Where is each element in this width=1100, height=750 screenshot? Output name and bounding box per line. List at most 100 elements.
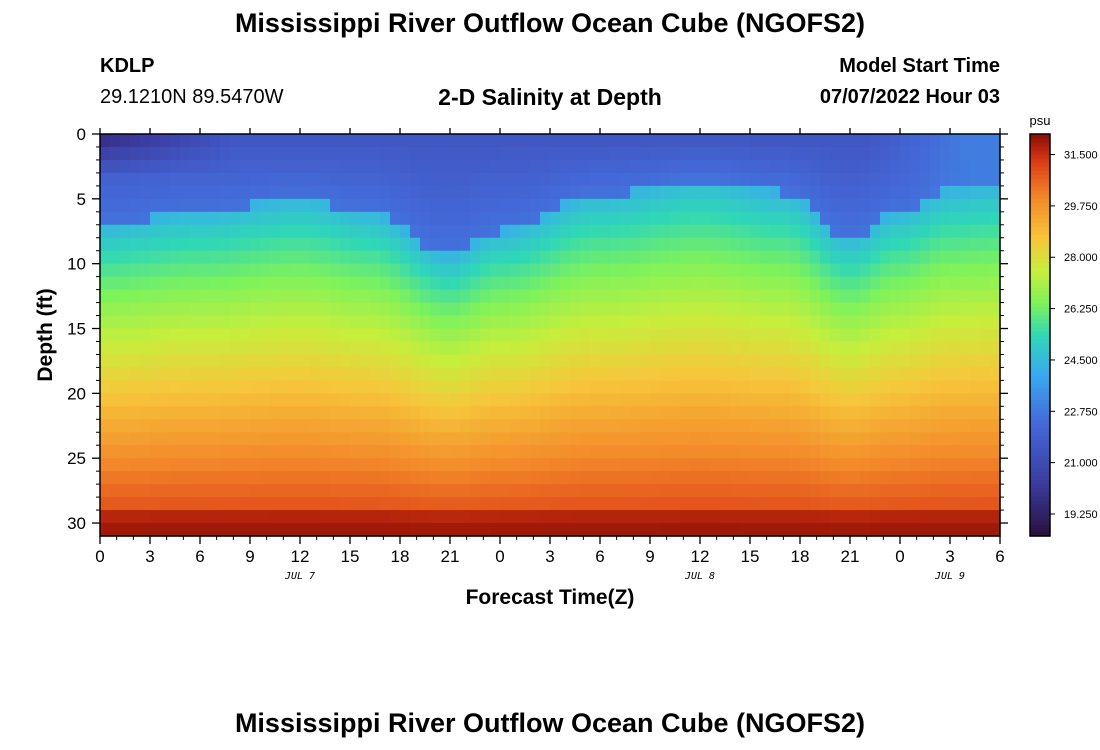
heatmap-cell [410,198,421,213]
heatmap-cell [370,172,381,187]
heatmap-cell [100,263,111,278]
heatmap-cell [920,510,931,524]
heatmap-cell [550,380,561,394]
colorbar-tick-label: 21.000 [1064,458,1098,470]
heatmap-cell [510,185,521,200]
heatmap-cell [800,419,811,433]
heatmap-cell [910,367,921,381]
heatmap-cell [370,510,381,524]
heatmap-cell [110,134,121,148]
heatmap-cell [150,380,161,394]
heatmap-cell [690,367,701,381]
heatmap-cell [960,224,971,239]
heatmap-cell [890,276,901,291]
heatmap-cell [400,237,411,252]
heatmap-cell [690,341,701,356]
heatmap-cell [330,523,341,537]
heatmap-cell [560,172,571,187]
heatmap-cell [450,341,461,356]
heatmap-cell [390,159,401,174]
heatmap-cell [630,315,641,330]
heatmap-cell [650,185,661,200]
heatmap-cell [420,250,431,265]
heatmap-cell [470,354,481,369]
heatmap-cell [730,185,741,200]
heatmap-cell [330,315,341,330]
heatmap-cell [150,289,161,304]
heatmap-cell [650,432,661,446]
heatmap-cell [480,432,491,446]
heatmap-cell [630,172,641,187]
heatmap-cell [880,146,891,161]
heatmap-cell [890,341,901,356]
heatmap-cell [630,146,641,161]
heatmap-cell [350,198,361,213]
heatmap-cell [830,471,841,485]
heatmap-cell [260,250,271,265]
heatmap-cell [680,341,691,356]
heatmap-cell [150,393,161,407]
heatmap-cell [380,484,391,498]
heatmap-cell [580,367,591,381]
heatmap-cell [710,393,721,407]
heatmap-cell [160,445,171,459]
heatmap-cell [100,237,111,252]
heatmap-cell [120,497,131,511]
heatmap-cell [600,367,611,381]
heatmap-cell [780,354,791,369]
heatmap-cell [240,510,251,524]
heatmap-cell [400,302,411,317]
heatmap-cell [940,134,951,148]
heatmap-cell [860,237,871,252]
heatmap-cell [390,289,401,304]
heatmap-cell [990,367,1001,381]
heatmap-cell [960,302,971,317]
heatmap-cell [310,367,321,381]
heatmap-cell [400,445,411,459]
heatmap-cell [720,458,731,472]
heatmap-cell [410,134,421,148]
heatmap-cell [870,471,881,485]
heatmap-cell [900,367,911,381]
heatmap-cell [900,445,911,459]
heatmap-cell [790,211,801,226]
colorbar-segment [1030,166,1050,171]
heatmap-cell [640,276,651,291]
heatmap-cell [210,419,221,433]
heatmap-cell [760,354,771,369]
heatmap-cell [220,172,231,187]
heatmap-cell [720,289,731,304]
heatmap-cell [960,185,971,200]
heatmap-cell [840,185,851,200]
heatmap-cell [880,432,891,446]
heatmap-cell [210,315,221,330]
heatmap-cell [100,497,111,511]
heatmap-cell [940,471,951,485]
heatmap-cell [970,432,981,446]
heatmap-cell [290,432,301,446]
heatmap-cell [340,497,351,511]
heatmap-cell [790,315,801,330]
colorbar-segment [1030,355,1050,360]
heatmap-cell [870,198,881,213]
heatmap-cell [920,134,931,148]
heatmap-cell [440,134,451,148]
heatmap-cell [180,289,191,304]
heatmap-cell [940,328,951,343]
heatmap-cell [470,172,481,187]
heatmap-cell [460,263,471,278]
heatmap-cell [780,406,791,420]
heatmap-cell [290,445,301,459]
heatmap-cell [460,302,471,317]
colorbar-segment [1030,467,1050,473]
heatmap-cell [330,263,341,278]
heatmap-cell [580,484,591,498]
heatmap-cell [480,393,491,407]
heatmap-cell [200,224,211,239]
heatmap-cell [490,445,501,459]
heatmap-cell [660,523,671,537]
heatmap-cell [620,172,631,187]
heatmap-cell [990,211,1001,226]
heatmap-cell [690,471,701,485]
heatmap-cell [410,484,421,498]
